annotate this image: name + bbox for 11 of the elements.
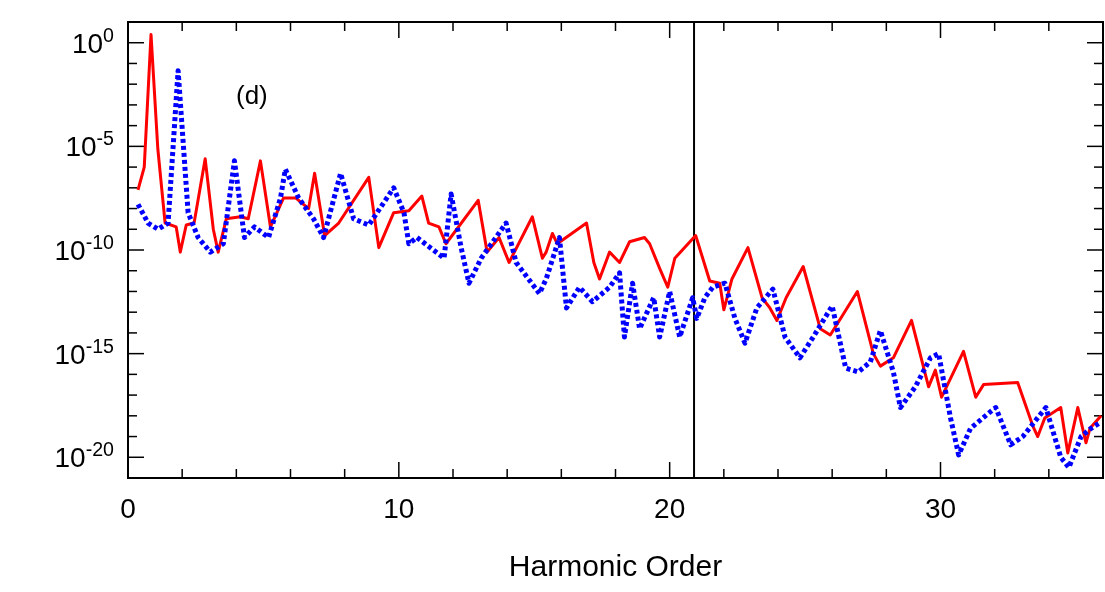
y-tick-label: 10$^{0}$ xyxy=(71,23,115,59)
y-tick-label: 10$^{-10}$ xyxy=(54,231,115,266)
x-axis-title: Harmonic Order xyxy=(508,549,723,582)
x-tick-label: 30 xyxy=(924,493,957,524)
x-tick-label: 0 xyxy=(120,493,136,524)
y-tick-label: 10$^{-5}$ xyxy=(65,127,115,163)
x-tick-label: 20 xyxy=(654,493,686,524)
x-tick-label: 10 xyxy=(383,493,415,524)
annotation: (d) xyxy=(236,80,268,110)
y-tick-label: 10$^{-20}$ xyxy=(54,438,115,474)
y-tick-label: 10$^{-15}$ xyxy=(54,334,115,370)
